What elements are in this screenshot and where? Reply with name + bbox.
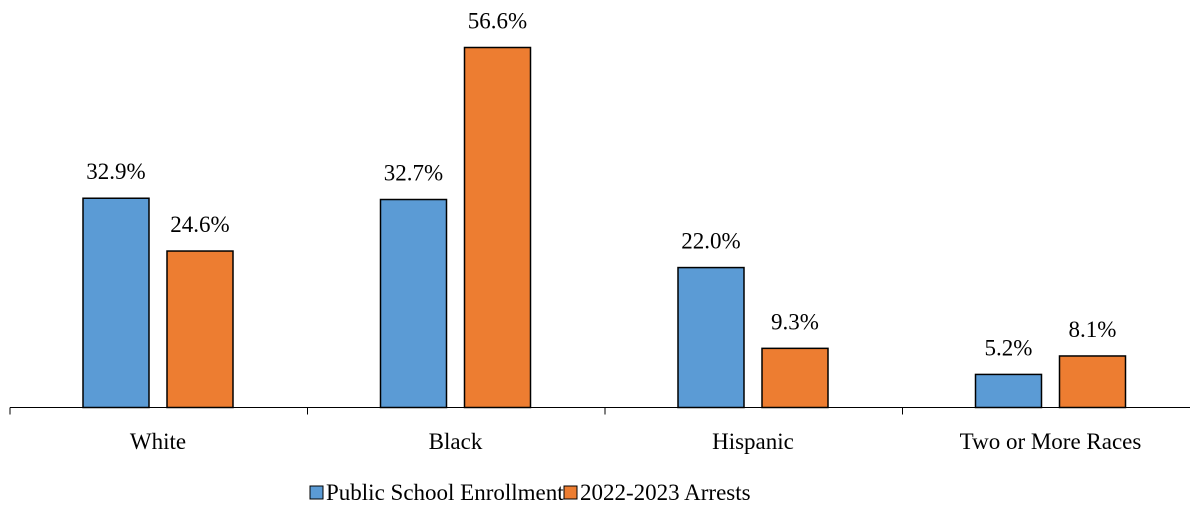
value-labels: 32.9% 24.6% 32.7% 56.6% 22.0% 9.3% 5.2% 8.1%: [86, 9, 1116, 361]
data-label-2022-2023-arrests-white: 24.6%: [170, 212, 229, 237]
data-label-2022-2023-arrests-two-or-more-races: 8.1%: [1069, 317, 1117, 342]
data-label-public-school-enrollment-two-or-more-races: 5.2%: [985, 335, 1033, 360]
data-label-public-school-enrollment-black: 32.7%: [384, 161, 443, 186]
x-axis: [9, 407, 1190, 415]
bar-public-school-enrollment-white: [82, 197, 150, 409]
data-label-public-school-enrollment-white: 32.9%: [86, 159, 145, 184]
x-tick-label-black: Black: [429, 429, 483, 454]
bars: [82, 46, 1127, 409]
legend-swatch-public-school-enrollment: [309, 485, 324, 500]
bar-2022-2023-arrests-two-or-more-races: [1058, 355, 1127, 409]
x-tick-label-white: White: [130, 429, 186, 454]
data-label-public-school-enrollment-hispanic: 22.0%: [681, 229, 740, 254]
x-tick-label-hispanic: Hispanic: [712, 429, 794, 454]
legend-label-2022-2023-arrests: 2022-2023 Arrests: [580, 480, 751, 505]
bar-2022-2023-arrests-hispanic: [761, 347, 829, 409]
data-label-2022-2023-arrests-black: 56.6%: [468, 9, 527, 34]
bar-2022-2023-arrests-white: [166, 250, 234, 409]
x-tick-label-two-or-more-races: Two or More Races: [960, 429, 1142, 454]
legend-swatch-2022-2023-arrests: [563, 485, 578, 500]
bar-public-school-enrollment-two-or-more-races: [974, 373, 1043, 409]
data-label-2022-2023-arrests-hispanic: 9.3%: [771, 309, 819, 334]
category-labels: White Black Hispanic Two or More Races: [130, 429, 1141, 454]
bar-2022-2023-arrests-black: [463, 46, 532, 409]
legend: Public School Enrollment 2022-2023 Arrest…: [309, 480, 751, 505]
legend-label-public-school-enrollment: Public School Enrollment: [326, 480, 564, 505]
bar-public-school-enrollment-hispanic: [677, 266, 745, 409]
bar-public-school-enrollment-black: [379, 198, 448, 409]
